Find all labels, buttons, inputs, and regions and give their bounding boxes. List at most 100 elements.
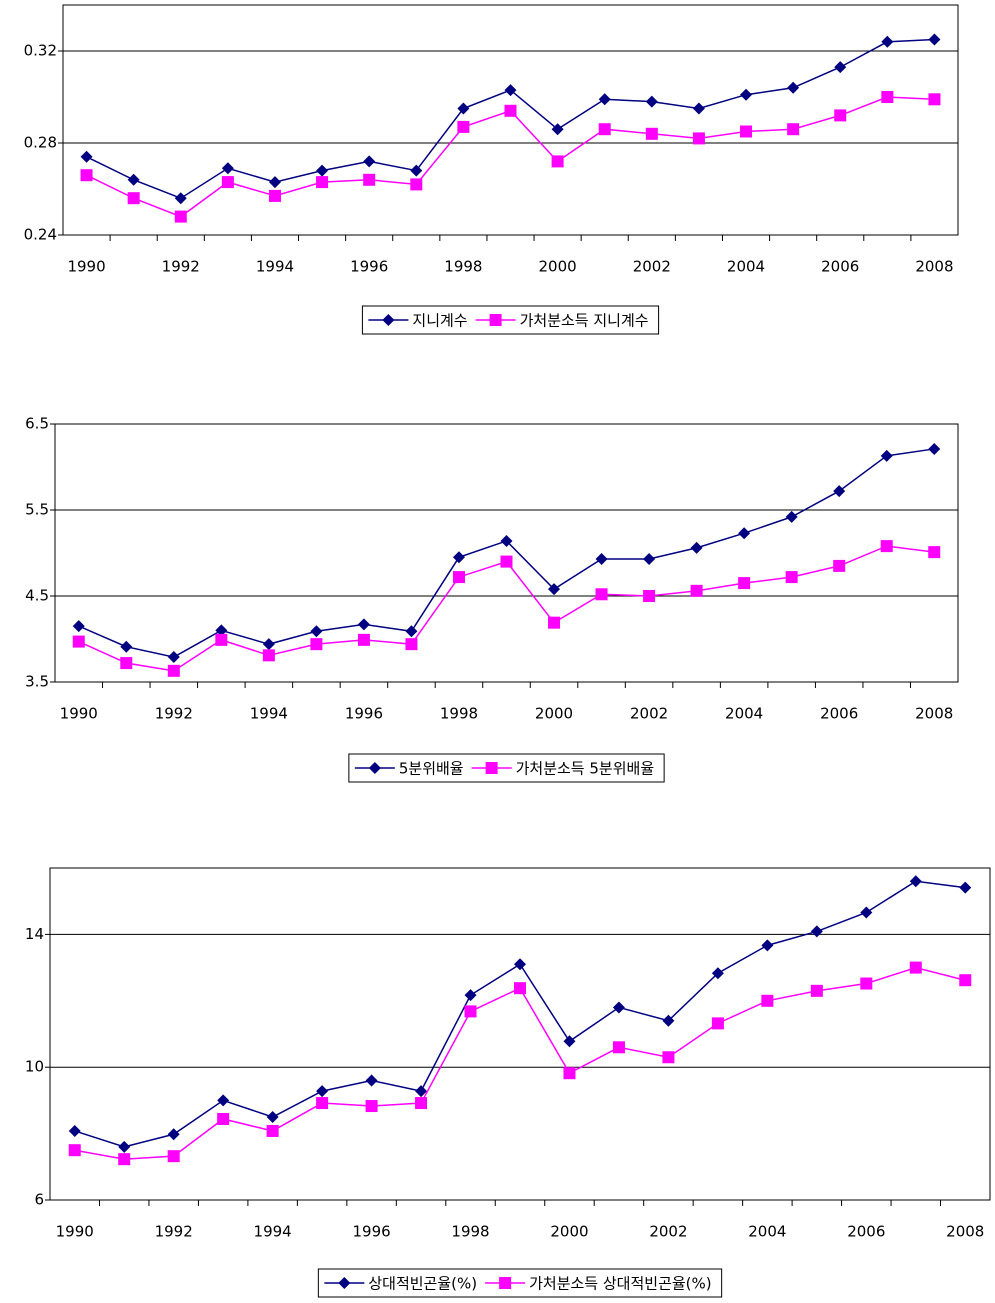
diamond-marker bbox=[357, 618, 370, 631]
diamond-marker bbox=[221, 162, 234, 175]
legend-label: 가처분소득 지니계수 bbox=[520, 312, 649, 330]
diamond-marker bbox=[761, 939, 774, 952]
x-tick-label: 2002 bbox=[633, 258, 671, 276]
diamond-marker bbox=[452, 551, 465, 564]
square-marker bbox=[316, 176, 329, 189]
y-tick-label: 6 bbox=[34, 1191, 44, 1209]
x-tick-label: 2000 bbox=[539, 258, 577, 276]
x-tick-label: 2006 bbox=[821, 258, 859, 276]
square-marker bbox=[127, 192, 140, 205]
square-marker bbox=[120, 657, 133, 670]
square-marker bbox=[643, 590, 656, 602]
legend-marker bbox=[489, 314, 502, 326]
diamond-marker bbox=[217, 1094, 230, 1107]
square-marker bbox=[215, 633, 228, 646]
legend-marker bbox=[499, 1277, 512, 1289]
square-marker bbox=[268, 189, 281, 202]
series-line bbox=[74, 880, 966, 1148]
x-tick-label: 1990 bbox=[67, 258, 105, 276]
diamond-marker bbox=[167, 1128, 180, 1141]
square-marker bbox=[740, 125, 753, 138]
diamond-marker bbox=[711, 967, 724, 980]
square-marker bbox=[410, 178, 423, 191]
diamond-marker bbox=[457, 102, 470, 115]
square-marker bbox=[880, 540, 893, 553]
diamond-marker bbox=[643, 553, 656, 566]
diamond-marker bbox=[881, 35, 894, 48]
y-tick-label: 0.24 bbox=[24, 226, 57, 244]
square-marker bbox=[563, 1067, 576, 1080]
square-marker bbox=[464, 1005, 477, 1018]
x-tick-label: 2006 bbox=[820, 705, 858, 723]
square-marker bbox=[310, 638, 323, 651]
x-tick-label: 1998 bbox=[451, 1223, 489, 1241]
diamond-marker bbox=[662, 1014, 675, 1027]
square-marker bbox=[221, 176, 234, 189]
y-tick-label: 4.5 bbox=[25, 587, 49, 605]
x-tick-label: 2008 bbox=[915, 705, 953, 723]
legend-box bbox=[361, 305, 660, 335]
square-marker bbox=[833, 559, 846, 572]
legend-label: 가처분소득 5분위배율 bbox=[516, 760, 655, 778]
x-tick-label: 1994 bbox=[250, 705, 288, 723]
square-marker bbox=[548, 616, 561, 629]
square-marker bbox=[68, 1144, 81, 1157]
diamond-marker bbox=[860, 906, 873, 919]
square-marker bbox=[834, 109, 847, 122]
diamond-marker bbox=[316, 1085, 329, 1098]
square-marker bbox=[645, 127, 658, 140]
square-marker bbox=[80, 169, 93, 182]
diamond-marker bbox=[551, 123, 564, 136]
x-tick-label: 1992 bbox=[155, 705, 193, 723]
diamond-marker bbox=[909, 875, 922, 888]
legend-marker bbox=[368, 762, 381, 774]
square-marker bbox=[262, 649, 275, 662]
diamond-marker bbox=[120, 640, 133, 653]
x-tick-label: 1996 bbox=[350, 258, 388, 276]
legend-label: 5분위배율 bbox=[399, 760, 464, 778]
square-marker bbox=[761, 994, 774, 1007]
square-marker bbox=[860, 977, 873, 990]
y-tick-label: 5.5 bbox=[25, 501, 49, 519]
legend-marker bbox=[338, 1277, 351, 1289]
square-marker bbox=[405, 638, 418, 651]
x-tick-label: 1990 bbox=[60, 705, 98, 723]
square-marker bbox=[928, 93, 941, 106]
diamond-marker bbox=[928, 33, 941, 46]
square-marker bbox=[167, 1150, 180, 1163]
x-tick-label: 2004 bbox=[748, 1223, 786, 1241]
square-marker bbox=[810, 984, 823, 997]
diamond-marker bbox=[310, 625, 323, 638]
square-marker bbox=[363, 173, 376, 186]
x-tick-label: 1996 bbox=[352, 1223, 390, 1241]
square-marker bbox=[415, 1097, 428, 1110]
diamond-marker bbox=[612, 1001, 625, 1014]
x-tick-label: 1992 bbox=[155, 1223, 193, 1241]
square-marker bbox=[598, 123, 611, 136]
diamond-marker bbox=[563, 1035, 576, 1048]
diamond-marker bbox=[363, 155, 376, 168]
diamond-marker bbox=[514, 958, 526, 971]
square-marker bbox=[72, 635, 85, 648]
diamond-marker bbox=[500, 534, 513, 547]
series-line bbox=[78, 448, 935, 658]
square-marker bbox=[500, 555, 513, 568]
square-marker bbox=[514, 982, 526, 995]
x-tick-label: 1994 bbox=[254, 1223, 292, 1241]
x-tick-label: 1998 bbox=[444, 258, 482, 276]
square-marker bbox=[785, 571, 798, 584]
diamond-marker bbox=[928, 442, 941, 455]
square-marker bbox=[266, 1124, 279, 1137]
square-marker bbox=[909, 961, 922, 974]
legend-label: 가처분소득 상대적빈곤율(%) bbox=[529, 1275, 712, 1293]
diamond-marker bbox=[464, 989, 477, 1002]
diamond-marker bbox=[268, 176, 281, 189]
diamond-marker bbox=[692, 102, 705, 115]
x-tick-label: 2002 bbox=[649, 1223, 687, 1241]
diamond-marker bbox=[880, 449, 893, 462]
x-tick-label: 2008 bbox=[946, 1223, 984, 1241]
diamond-marker bbox=[68, 1124, 81, 1137]
square-marker bbox=[316, 1097, 329, 1110]
diamond-marker bbox=[548, 583, 561, 596]
diamond-marker bbox=[127, 173, 140, 186]
